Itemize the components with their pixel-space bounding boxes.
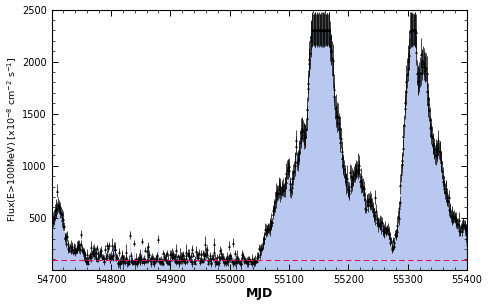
X-axis label: MJD: MJD	[245, 287, 273, 300]
Y-axis label: Flux(E>100MeV) [x10$^{-8}$ cm$^{-2}$ s$^{-1}$]: Flux(E>100MeV) [x10$^{-8}$ cm$^{-2}$ s$^…	[5, 57, 19, 222]
